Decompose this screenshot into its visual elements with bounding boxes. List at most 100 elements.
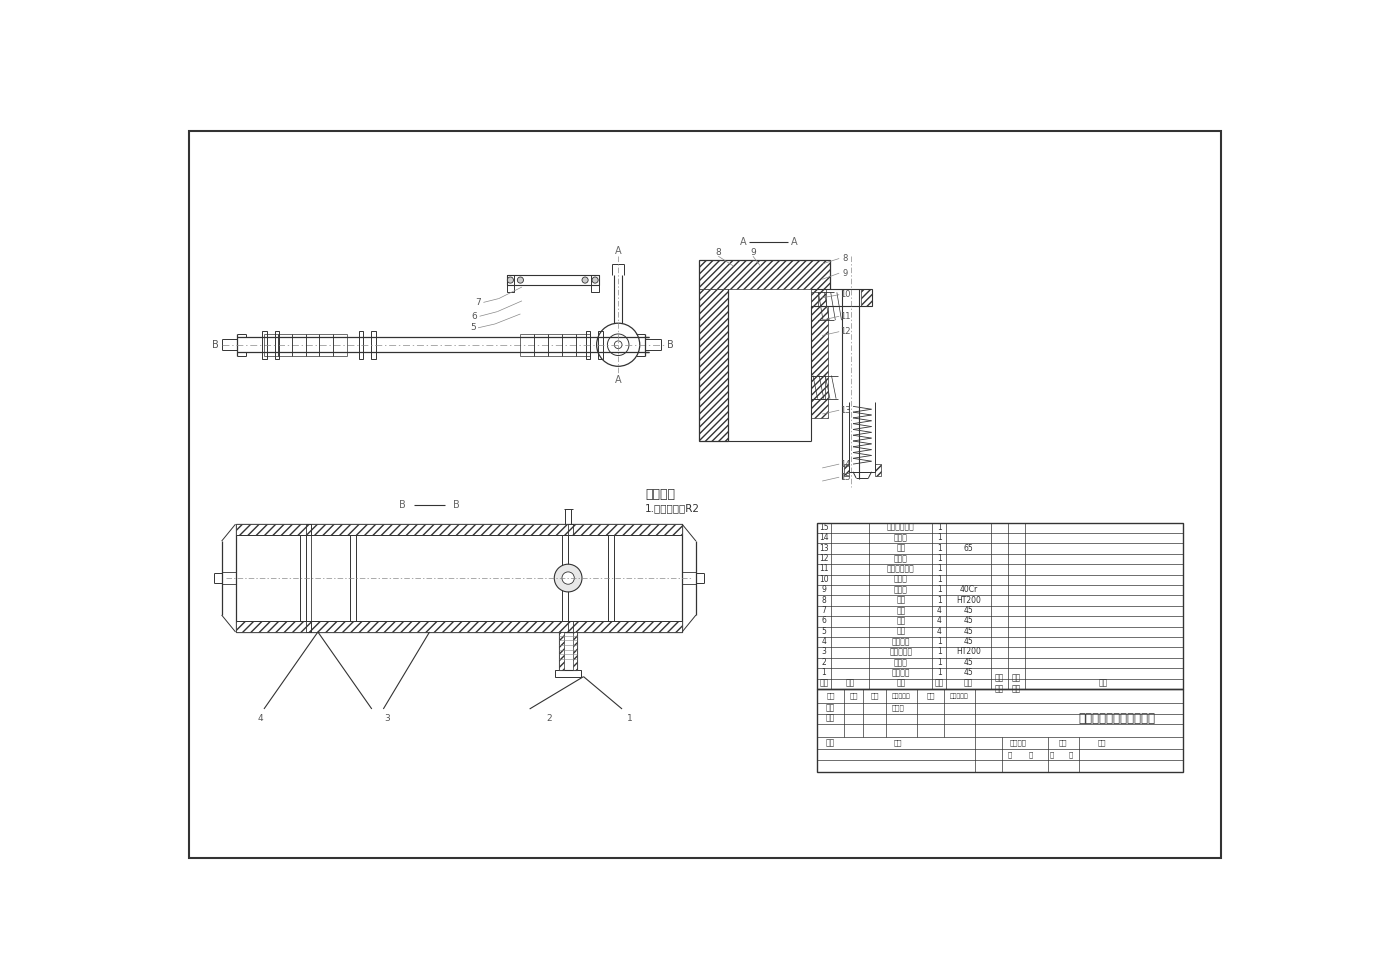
Polygon shape: [810, 375, 824, 399]
Bar: [817, 689, 1182, 772]
Text: A: A: [615, 246, 622, 256]
Text: 第: 第: [1050, 751, 1054, 758]
Text: 1: 1: [937, 544, 941, 553]
Text: 备注: 备注: [1098, 679, 1108, 688]
Bar: [506, 275, 515, 292]
Text: 单件
重量: 单件 重量: [995, 673, 1004, 693]
Text: 批准: 批准: [893, 740, 901, 746]
Bar: [275, 331, 279, 359]
Circle shape: [508, 277, 513, 283]
Bar: [263, 331, 267, 359]
Text: 4: 4: [937, 626, 941, 636]
Text: 螺栓: 螺栓: [896, 626, 905, 636]
Polygon shape: [559, 632, 564, 670]
Circle shape: [561, 572, 574, 584]
Text: 12: 12: [841, 327, 850, 336]
Bar: [586, 331, 590, 359]
Circle shape: [517, 277, 523, 283]
Text: 代号: 代号: [845, 679, 854, 688]
Text: 45: 45: [963, 668, 973, 677]
Text: 转向器壳体: 转向器壳体: [889, 648, 912, 657]
Text: A: A: [740, 237, 747, 247]
Polygon shape: [812, 292, 819, 320]
Bar: [568, 621, 572, 632]
Text: B: B: [399, 500, 406, 510]
Text: 12: 12: [819, 554, 828, 563]
Text: 2: 2: [821, 658, 826, 666]
Polygon shape: [235, 621, 682, 632]
Polygon shape: [861, 289, 872, 306]
Text: 1: 1: [937, 585, 941, 594]
Text: 1: 1: [937, 554, 941, 563]
Text: 年、月、日: 年、月、日: [949, 693, 969, 699]
Bar: [608, 535, 614, 621]
Bar: [300, 535, 307, 621]
Text: 审核: 审核: [826, 713, 835, 722]
Bar: [599, 331, 603, 359]
Text: 分区: 分区: [871, 693, 879, 699]
Text: 张: 张: [1029, 751, 1033, 758]
Text: 10: 10: [841, 290, 850, 299]
Text: 65: 65: [963, 544, 973, 553]
Text: 弹簧: 弹簧: [896, 544, 905, 553]
Text: 2: 2: [546, 713, 552, 722]
Text: 设计: 设计: [826, 704, 835, 712]
Circle shape: [555, 564, 582, 592]
Polygon shape: [699, 289, 728, 441]
Polygon shape: [875, 465, 881, 475]
Polygon shape: [810, 289, 826, 306]
Text: 15: 15: [819, 522, 828, 532]
Text: 标记: 标记: [827, 693, 835, 699]
Text: 40Cr: 40Cr: [959, 585, 978, 594]
Bar: [307, 621, 311, 632]
Text: A: A: [790, 237, 797, 247]
Text: 13: 13: [839, 406, 850, 415]
Bar: [555, 670, 581, 676]
Bar: [307, 524, 311, 535]
Bar: [817, 522, 1182, 689]
Text: 11: 11: [841, 312, 850, 320]
Text: 螺母: 螺母: [896, 616, 905, 625]
Text: 1: 1: [937, 668, 941, 677]
Text: 14: 14: [819, 533, 828, 542]
Polygon shape: [843, 465, 849, 475]
Bar: [351, 535, 356, 621]
Text: 3: 3: [384, 713, 389, 722]
Text: 7: 7: [821, 606, 826, 614]
Text: 签名: 签名: [926, 693, 936, 699]
Text: 1: 1: [937, 564, 941, 573]
Text: 圆锥滚子轴承: 圆锥滚子轴承: [888, 522, 915, 532]
Text: 6: 6: [472, 312, 477, 320]
Text: 4: 4: [937, 616, 941, 625]
Polygon shape: [572, 632, 578, 670]
Text: 9: 9: [750, 248, 755, 257]
Text: 阶段标记: 阶段标记: [1010, 740, 1026, 746]
Circle shape: [582, 277, 588, 283]
Text: B: B: [453, 500, 460, 510]
Text: 1: 1: [937, 658, 941, 666]
Text: 序号: 序号: [819, 679, 828, 688]
Text: 齿轮轴: 齿轮轴: [894, 585, 908, 594]
Text: 10: 10: [819, 574, 828, 584]
Text: 1: 1: [937, 637, 941, 646]
Text: 技术要求: 技术要求: [645, 488, 676, 502]
Text: 11: 11: [819, 564, 828, 573]
Text: 总计
重量: 总计 重量: [1011, 673, 1021, 693]
Polygon shape: [810, 306, 827, 417]
Polygon shape: [235, 524, 682, 535]
Text: 哈尔滨工业大学（威海）: 哈尔滨工业大学（威海）: [1079, 711, 1156, 724]
Text: 8: 8: [842, 254, 848, 263]
Text: 1: 1: [937, 533, 941, 542]
Text: 数量: 数量: [934, 679, 944, 688]
Text: 圆锥滚子轴承: 圆锥滚子轴承: [888, 564, 915, 573]
Text: 重量: 重量: [1060, 740, 1068, 746]
Bar: [372, 331, 376, 359]
Text: 共: 共: [1007, 751, 1011, 758]
Text: 比例: 比例: [1098, 740, 1106, 746]
Text: 3: 3: [821, 648, 826, 657]
Text: 8: 8: [716, 248, 721, 257]
Text: 1: 1: [937, 596, 941, 605]
Text: 挡油板: 挡油板: [894, 554, 908, 563]
Text: 名称: 名称: [896, 679, 905, 688]
Bar: [561, 535, 568, 621]
